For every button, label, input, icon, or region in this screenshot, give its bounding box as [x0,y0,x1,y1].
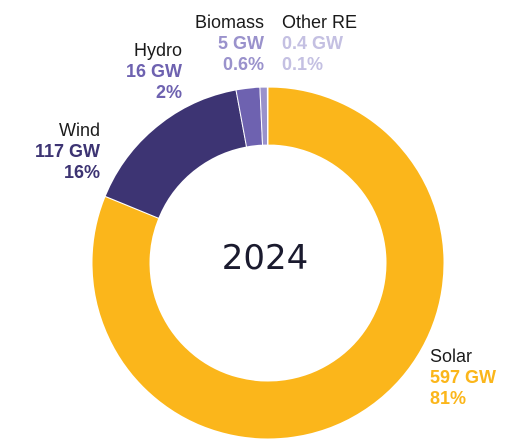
legend-hydro-name: Hydro [133,40,182,60]
legend-other-re-share: 0.1% [282,54,324,74]
legend-other-re-value: 0.4 GW [282,33,344,53]
legend-wind-name: Wind [58,120,100,140]
legend-wind-share: 16% [63,162,100,182]
legend-other-re-name: Other RE [282,12,358,32]
label-wind: Wind 117 GW 16% [35,120,100,183]
slice-other-re [266,86,269,146]
legend-solar-name: Solar [430,346,473,366]
legend-solar-value: 597 GW [430,367,497,387]
legend-biomass-name: Biomass [194,12,264,32]
legend-biomass-value: 5 GW [217,33,264,53]
legend-hydro-value: 16 GW [125,61,182,81]
label-other-re: Other RE 0.4 GW 0.1% [282,12,357,75]
label-biomass: Biomass 5 GW 0.6% [195,12,264,75]
legend-hydro-share: 2% [155,82,182,102]
slice-solar [91,86,445,440]
legend-solar-share: 81% [430,388,467,408]
label-solar: Solar 597 GW 81% [430,346,496,409]
center-year-label: 2024 [221,238,309,278]
slice-wind [104,89,248,219]
legend-biomass-share: 0.6% [222,54,264,74]
label-hydro: Hydro 16 GW 2% [126,40,182,103]
legend-wind-value: 117 GW [34,141,100,161]
